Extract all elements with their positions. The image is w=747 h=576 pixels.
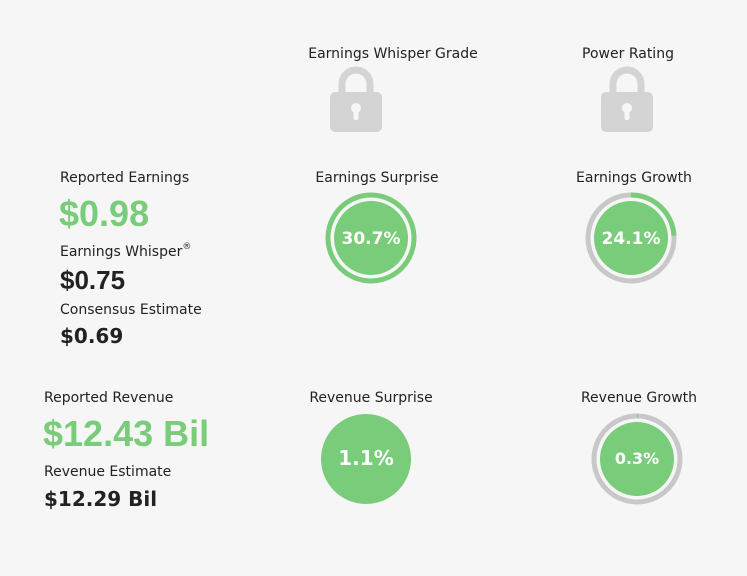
gauge-progress-arc bbox=[591, 413, 683, 505]
power-rating-label: Power Rating bbox=[582, 46, 674, 62]
revenue-growth-label: Revenue Growth bbox=[580, 390, 698, 406]
earnings-whisper-value: $0.75 bbox=[60, 265, 126, 295]
registered-mark: ® bbox=[182, 242, 192, 252]
gauge-fill bbox=[594, 201, 668, 275]
earnings-growth-gauge: 24.1% bbox=[585, 192, 677, 284]
gauge-fill bbox=[334, 201, 408, 275]
gauge-fill bbox=[600, 422, 674, 496]
consensus-estimate-label: Consensus Estimate bbox=[60, 302, 202, 318]
gauge-fill bbox=[321, 414, 411, 504]
revenue-surprise-value: 1.1% bbox=[338, 446, 393, 470]
earnings-growth-value: 24.1% bbox=[602, 229, 661, 249]
revenue-growth-gauge: 0.3% bbox=[591, 413, 683, 505]
reported-revenue-value: $12.43 Bil bbox=[43, 413, 210, 454]
lock-icon bbox=[330, 66, 382, 132]
reported-earnings-value: $0.98 bbox=[59, 193, 150, 234]
consensus-estimate-value: $0.69 bbox=[60, 324, 124, 348]
reported-earnings-label: Reported Earnings bbox=[60, 170, 190, 186]
revenue-surprise-label: Revenue Surprise bbox=[309, 390, 433, 406]
earnings-surprise-value: 30.7% bbox=[342, 229, 401, 249]
revenue-estimate-value: $12.29 Bil bbox=[44, 487, 158, 511]
earnings-growth-label: Earnings Growth bbox=[576, 170, 692, 186]
earnings-surprise-gauge: 30.7% bbox=[325, 192, 417, 284]
revenue-growth-value: 0.3% bbox=[615, 449, 659, 468]
gauge-progress-arc bbox=[585, 192, 677, 284]
earnings-surprise-label: Earnings Surprise bbox=[315, 170, 439, 186]
earnings-whisper-label: Earnings Whisper® bbox=[60, 242, 192, 260]
reported-revenue-label: Reported Revenue bbox=[44, 390, 174, 406]
whisper-grade-label: Earnings Whisper Grade bbox=[308, 46, 478, 62]
lock-icon bbox=[601, 66, 653, 132]
revenue-surprise-gauge: 1.1% bbox=[321, 414, 411, 504]
revenue-estimate-label: Revenue Estimate bbox=[44, 464, 172, 480]
gauge-ring bbox=[325, 192, 417, 284]
